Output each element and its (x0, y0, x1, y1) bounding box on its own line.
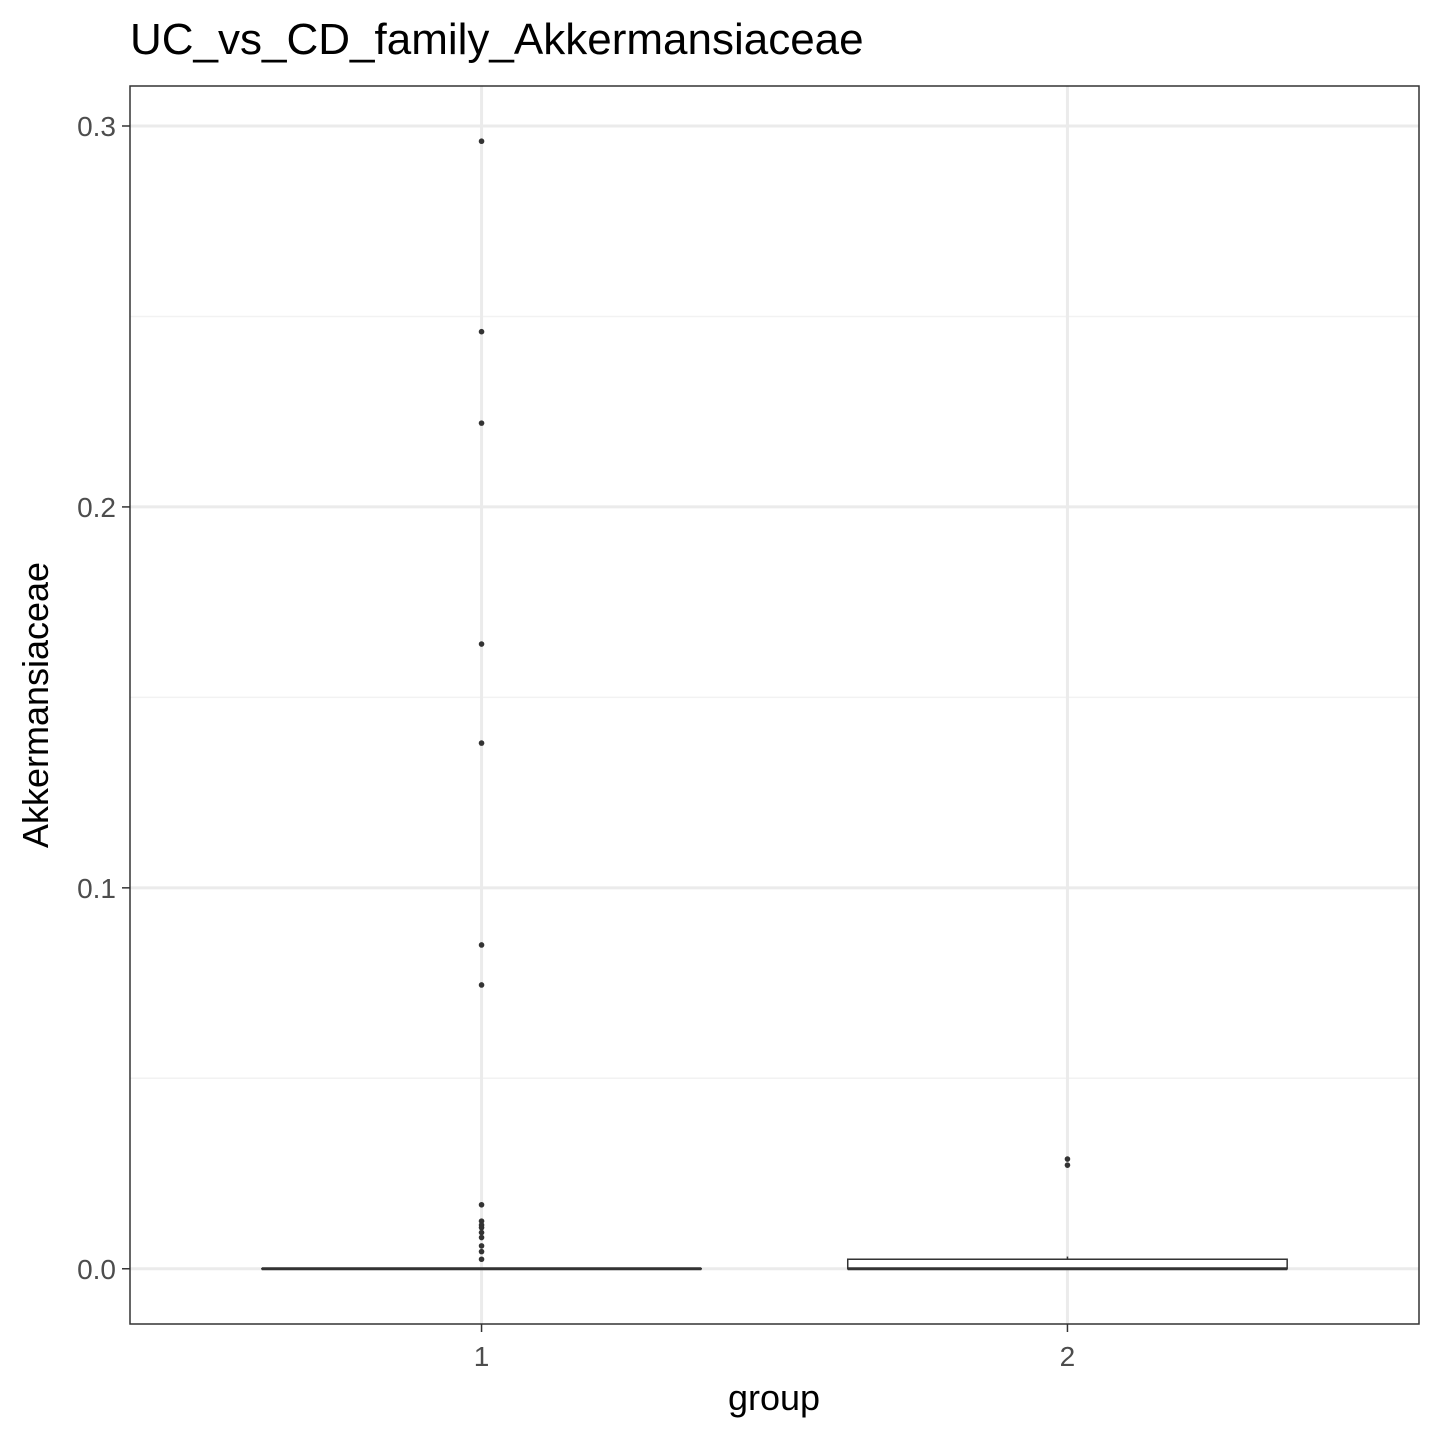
outlier-point (478, 740, 485, 746)
outlier-point (478, 942, 485, 948)
outlier-point (478, 328, 485, 335)
y-axis-title: Akkermansiaceae (15, 562, 56, 848)
outlier-point (478, 420, 485, 426)
y-tick-label: 0.0 (77, 1254, 116, 1285)
outlier-point (478, 1234, 485, 1241)
outlier-point (478, 1229, 485, 1236)
outlier-point (478, 641, 485, 647)
outlier-point (478, 1201, 485, 1208)
outlier-point (478, 982, 485, 988)
boxplot-series (261, 1256, 1288, 1271)
x-tick-label: 2 (1060, 1341, 1076, 1372)
y-tick-label: 0.2 (77, 492, 116, 523)
plot-panel-border (129, 85, 1420, 1325)
outlier-point (478, 138, 485, 145)
chart-title: UC_vs_CD_family_Akkermansiaceae (130, 15, 864, 64)
outlier-point (478, 1243, 485, 1249)
y-axis: 0.0 0.1 0.2 0.3 (77, 111, 130, 1285)
outlier-point (1064, 1156, 1071, 1162)
x-tick-label: 1 (474, 1341, 490, 1372)
x-axis-title: group (728, 1377, 820, 1418)
outlier-point (1064, 1162, 1071, 1168)
outlier-points (478, 138, 1071, 1263)
grid-lines (130, 86, 1419, 1324)
y-tick-label: 0.1 (77, 873, 116, 904)
outlier-point (478, 1256, 485, 1263)
outlier-point (478, 1248, 485, 1255)
outlier-point (478, 1224, 485, 1231)
y-tick-label: 0.3 (77, 111, 116, 142)
